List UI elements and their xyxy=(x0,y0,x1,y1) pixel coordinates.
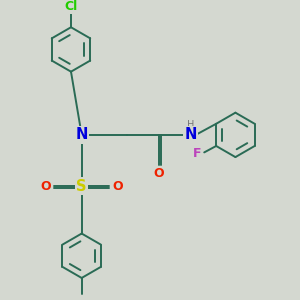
Text: O: O xyxy=(153,167,164,180)
Text: Cl: Cl xyxy=(64,0,78,13)
Text: F: F xyxy=(193,147,202,160)
Text: N: N xyxy=(76,128,88,142)
Text: O: O xyxy=(113,180,123,193)
Text: H: H xyxy=(187,121,194,130)
Text: N: N xyxy=(184,128,197,142)
Text: O: O xyxy=(40,180,51,193)
Text: S: S xyxy=(76,178,87,194)
